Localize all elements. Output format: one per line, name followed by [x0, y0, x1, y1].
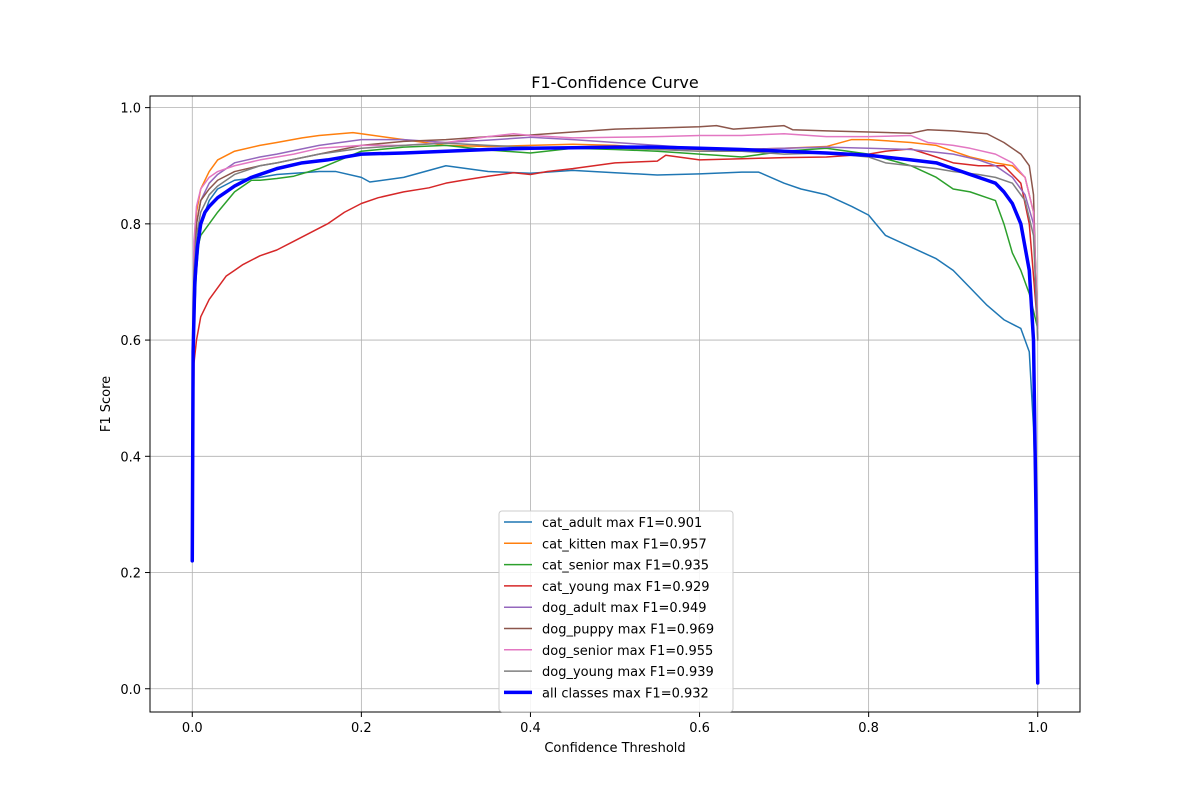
y-tick-label: 0.4 — [120, 450, 141, 465]
legend-label: cat_senior max F1=0.935 — [542, 559, 709, 574]
legend-label: all classes max F1=0.932 — [542, 686, 709, 701]
y-tick-label: 0.2 — [120, 567, 141, 582]
y-tick-label: 1.0 — [120, 102, 141, 117]
legend-box — [498, 510, 734, 713]
legend-label: cat_young max F1=0.929 — [542, 580, 710, 595]
x-tick-label: 0.0 — [182, 721, 203, 736]
legend: cat_adult max F1=0.901 cat_kitten max F1=… — [498, 510, 734, 713]
x-axis-label: Confidence Threshold — [544, 741, 685, 756]
legend-label: dog_senior max F1=0.955 — [542, 644, 713, 659]
x-axis: 0.0 0.2 0.4 0.6 0.8 1.0 — [182, 712, 1048, 736]
legend-label: cat_kitten max F1=0.957 — [542, 537, 707, 552]
series-line-dog-adult — [191, 136, 1039, 562]
series-line-all — [190, 145, 1040, 685]
series-line-dog-puppy — [191, 124, 1039, 562]
series-line-cat-kitten — [191, 131, 1039, 562]
x-tick-label: 0.2 — [351, 721, 372, 736]
x-tick-label: 0.8 — [858, 721, 879, 736]
legend-label: dog_puppy max F1=0.969 — [542, 623, 714, 638]
y-axis: 0.0 0.2 0.4 0.6 0.8 1.0 — [120, 102, 150, 698]
legend-label: dog_young max F1=0.939 — [542, 665, 714, 680]
y-tick-label: 0.8 — [120, 218, 141, 233]
x-tick-label: 0.6 — [689, 721, 710, 736]
legend-label: cat_adult max F1=0.901 — [542, 516, 702, 531]
chart-title: F1-Confidence Curve — [531, 73, 698, 92]
y-tick-label: 0.0 — [120, 683, 141, 698]
grid — [150, 96, 1080, 712]
x-tick-label: 1.0 — [1027, 721, 1048, 736]
y-axis-label: F1 Score — [99, 376, 114, 432]
legend-label: dog_adult max F1=0.949 — [542, 601, 707, 616]
series-line-dog-senior — [191, 133, 1039, 562]
x-tick-label: 0.4 — [520, 721, 541, 736]
series-line-cat-senior — [191, 144, 1039, 562]
y-tick-label: 0.6 — [120, 334, 141, 349]
plot-area — [190, 124, 1040, 685]
